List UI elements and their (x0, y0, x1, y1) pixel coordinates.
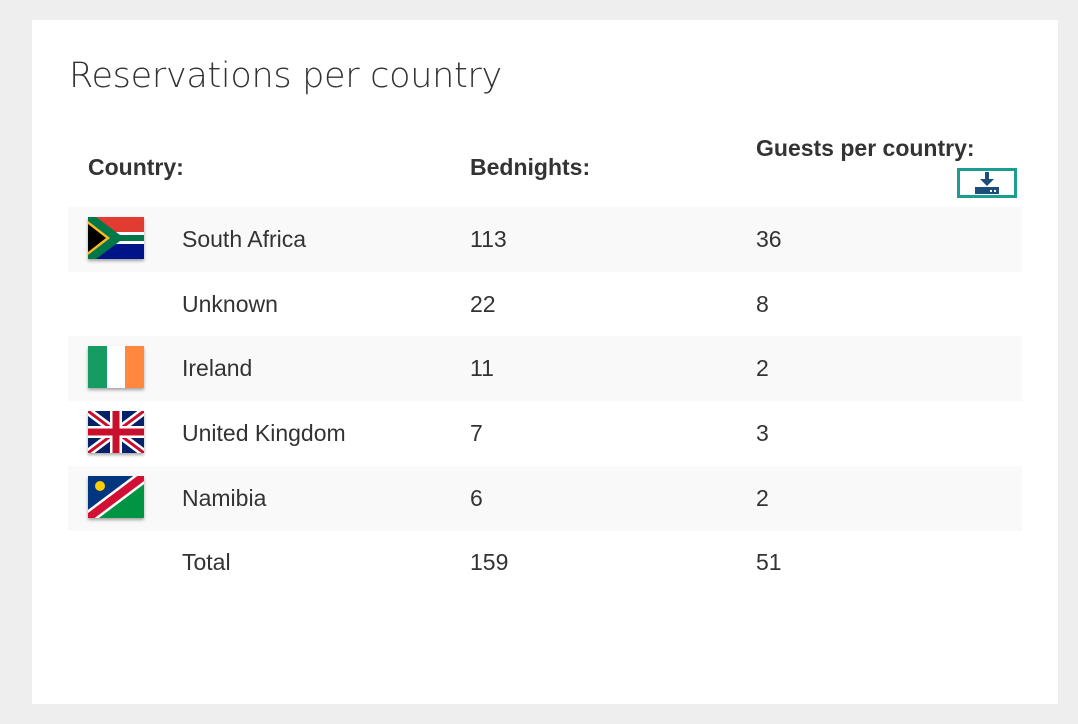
table-row: Ireland 11 2 (68, 336, 1022, 401)
download-button[interactable] (957, 168, 1017, 198)
ireland-flag-icon (88, 346, 144, 388)
table-row: Namibia 6 2 (68, 466, 1022, 531)
card-title: Reservations per country (69, 56, 502, 96)
bednights-value: 6 (470, 485, 483, 511)
bednights-value: 22 (470, 291, 496, 317)
table-row-total: Total 159 51 (68, 530, 1022, 595)
guests-value: 8 (756, 291, 769, 317)
country-name: Namibia (182, 485, 267, 511)
table-row: South Africa 113 36 (68, 207, 1022, 272)
guests-value: 3 (756, 420, 769, 446)
guests-value: 2 (756, 485, 769, 511)
country-name: South Africa (182, 226, 307, 252)
total-bednights: 159 (470, 549, 509, 575)
reservations-card: Reservations per country Country: Bednig… (32, 20, 1058, 704)
table-row: Unknown 22 8 (68, 272, 1022, 337)
country-name: Unknown (182, 291, 278, 317)
country-name: Ireland (182, 355, 253, 381)
header-guests: Guests per country: (756, 135, 975, 161)
country-name: United Kingdom (182, 420, 346, 446)
guests-value: 36 (756, 226, 782, 252)
header-country: Country: (88, 154, 184, 180)
united-kingdom-flag-icon (88, 411, 144, 453)
namibia-flag-icon (88, 476, 144, 518)
bednights-value: 7 (470, 420, 483, 446)
total-guests: 51 (756, 549, 782, 575)
guests-value: 2 (756, 355, 769, 381)
header-bednights: Bednights: (470, 154, 591, 180)
south-africa-flag-icon (88, 217, 144, 259)
bednights-value: 113 (470, 226, 507, 252)
bednights-value: 11 (470, 355, 494, 381)
download-icon (975, 172, 999, 194)
total-label: Total (182, 549, 231, 575)
table-row: United Kingdom 7 3 (68, 401, 1022, 466)
